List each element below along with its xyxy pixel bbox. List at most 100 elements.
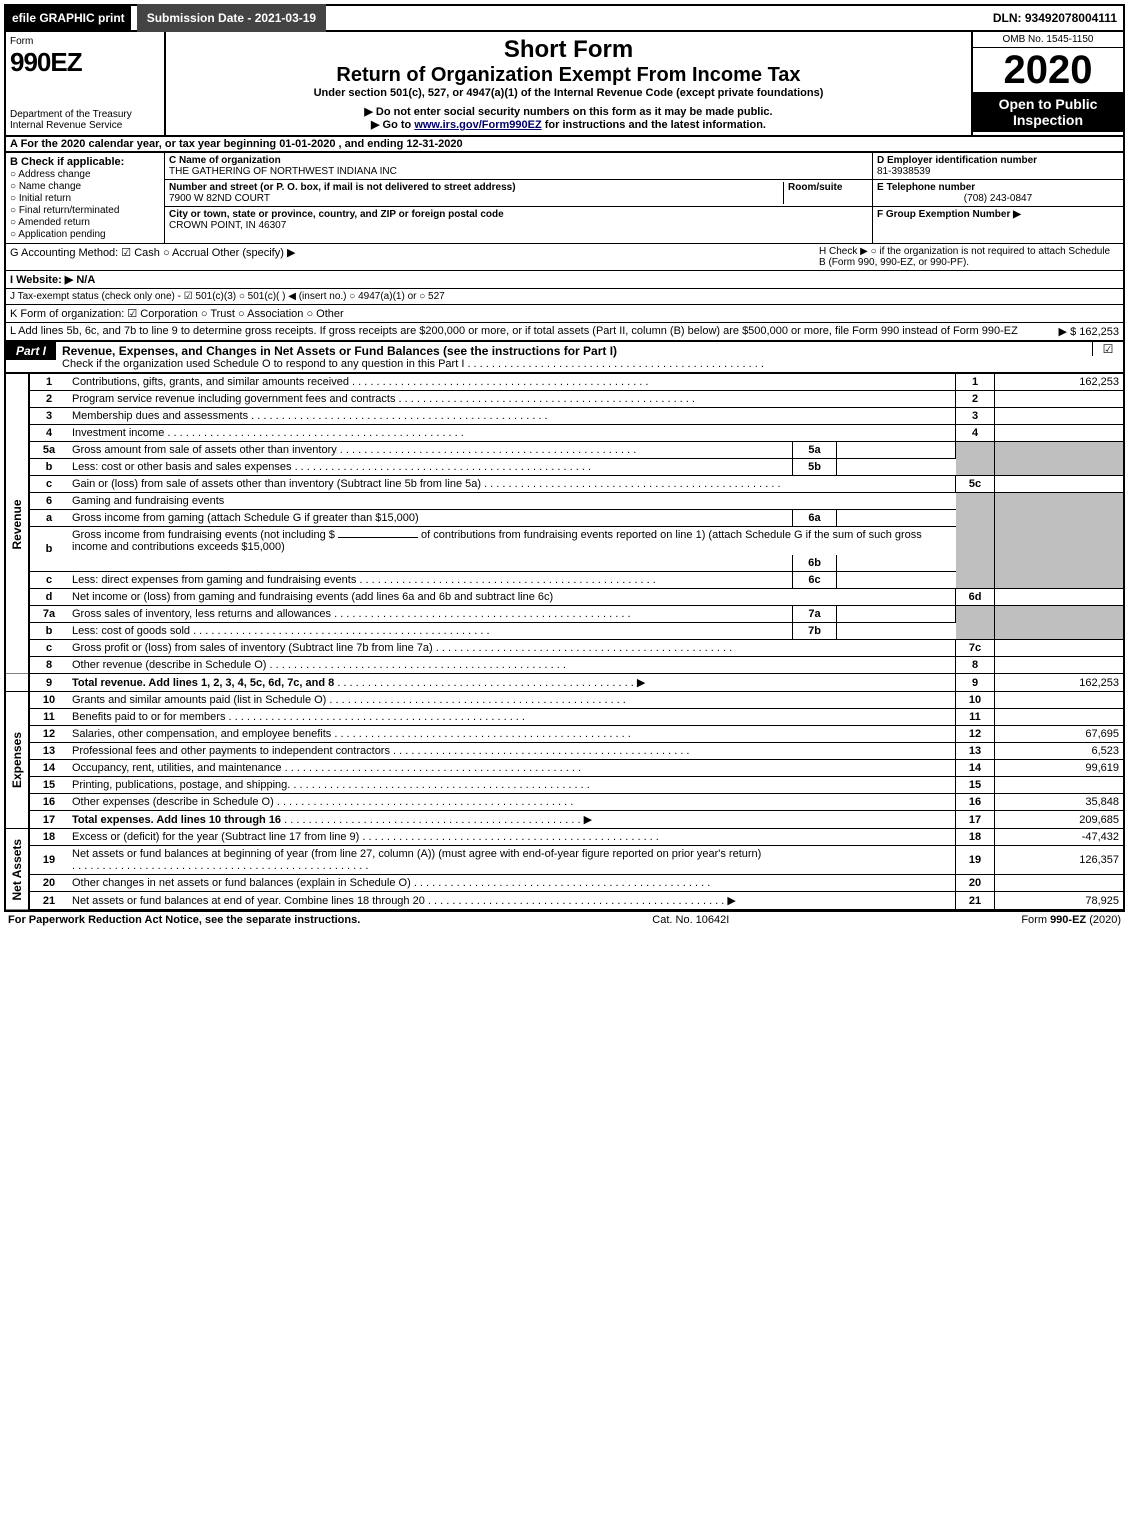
- top-bar: efile GRAPHIC print Submission Date - 20…: [4, 4, 1125, 32]
- line-inval: [837, 555, 956, 572]
- line-num: 11: [29, 709, 68, 726]
- i-website-value: I Website: ▶ N/A: [10, 274, 95, 286]
- dln-label: DLN: 93492078004111: [993, 11, 1123, 25]
- department-label: Department of the Treasury Internal Reve…: [10, 109, 160, 131]
- line-desc: Net assets or fund balances at end of ye…: [72, 895, 425, 907]
- line-val: [995, 589, 1125, 606]
- line-num: 2: [29, 391, 68, 408]
- line-rnum: 3: [956, 408, 995, 425]
- line-innum: 6a: [793, 510, 837, 527]
- street-label: Number and street (or P. O. box, if mail…: [169, 182, 783, 193]
- line-num: c: [29, 476, 68, 493]
- return-of-title: Return of Organization Exempt From Incom…: [174, 64, 963, 87]
- line-num: c: [29, 572, 68, 589]
- goto-post: for instructions and the latest informat…: [542, 119, 766, 131]
- line-num: a: [29, 510, 68, 527]
- line-desc-6b-1: Gross income from fundraising events (no…: [72, 529, 335, 541]
- line-shade: [995, 606, 1125, 640]
- check-final-return[interactable]: Final return/terminated: [10, 205, 160, 216]
- line-inval: [837, 459, 956, 476]
- line-val: [995, 425, 1125, 442]
- line-val: [995, 640, 1125, 657]
- line-num: 6: [29, 493, 68, 510]
- footer-right: Form 990-EZ (2020): [1021, 914, 1121, 926]
- street-value: 7900 W 82ND COURT: [169, 193, 783, 204]
- form-header: Form 990EZ Department of the Treasury In…: [4, 32, 1125, 137]
- part-1-checkbox[interactable]: ☑: [1092, 342, 1123, 356]
- line-rnum: 21: [956, 892, 995, 911]
- line-inval: [837, 623, 956, 640]
- form-header-left: Form 990EZ Department of the Treasury In…: [6, 32, 166, 135]
- line-rnum: 16: [956, 794, 995, 811]
- h-schedule-b: H Check ▶ ○ if the organization is not r…: [819, 246, 1119, 268]
- ein-value: 81-3938539: [877, 166, 1119, 177]
- section-spacer: [5, 674, 29, 692]
- short-form-title: Short Form: [174, 36, 963, 64]
- line-num: 12: [29, 726, 68, 743]
- line-num: b: [29, 527, 68, 572]
- line-val: [995, 692, 1125, 709]
- line-num: 9: [29, 674, 68, 692]
- check-name-change[interactable]: Name change: [10, 181, 160, 192]
- line-val: [995, 408, 1125, 425]
- line-rnum: 4: [956, 425, 995, 442]
- line-desc: Contributions, gifts, grants, and simila…: [72, 376, 648, 388]
- mid-rows: G Accounting Method: ☑ Cash ○ Accrual Ot…: [4, 244, 1125, 342]
- l-text: L Add lines 5b, 6c, and 7b to line 9 to …: [10, 325, 1059, 338]
- group-exemption-label: F Group Exemption Number ▶: [877, 209, 1119, 220]
- do-not-enter-text: ▶ Do not enter social security numbers o…: [174, 105, 963, 118]
- line-val: 35,848: [995, 794, 1125, 811]
- line-rnum: 10: [956, 692, 995, 709]
- row-l-gross-receipts: L Add lines 5b, 6c, and 7b to line 9 to …: [6, 323, 1123, 340]
- line-rnum: 18: [956, 829, 995, 846]
- line-shade: [995, 442, 1125, 476]
- line-num: 20: [29, 875, 68, 892]
- open-to-public: Open to Public Inspection: [973, 92, 1123, 132]
- check-amended-return[interactable]: Amended return: [10, 217, 160, 228]
- line-desc: Net assets or fund balances at beginning…: [72, 848, 761, 860]
- row-i-website: I Website: ▶ N/A: [6, 271, 1123, 289]
- part-1-sub: Check if the organization used Schedule …: [62, 358, 464, 370]
- part-1-title-block: Revenue, Expenses, and Changes in Net As…: [56, 342, 1092, 372]
- line-val: [995, 476, 1125, 493]
- line-shade: [995, 493, 1125, 589]
- line-rnum: 1: [956, 374, 995, 391]
- irs-link[interactable]: www.irs.gov/Form990EZ: [414, 119, 541, 131]
- col-c-org-info: C Name of organization THE GATHERING OF …: [165, 153, 872, 243]
- section-revenue: Revenue: [5, 374, 29, 674]
- line-desc: Net income or (loss) from gaming and fun…: [72, 591, 553, 603]
- line-val: 162,253: [995, 674, 1125, 692]
- part-1-title: Revenue, Expenses, and Changes in Net As…: [62, 344, 617, 358]
- line-rnum: 13: [956, 743, 995, 760]
- line-innum: 6c: [793, 572, 837, 589]
- org-name-value: THE GATHERING OF NORTHWEST INDIANA INC: [169, 166, 868, 177]
- line-shade: [956, 442, 995, 476]
- line-rnum: 5c: [956, 476, 995, 493]
- room-suite-label: Room/suite: [788, 182, 868, 193]
- line-rnum: 12: [956, 726, 995, 743]
- line-rnum: 8: [956, 657, 995, 674]
- check-initial-return[interactable]: Initial return: [10, 193, 160, 204]
- part-1-label: Part I: [6, 342, 56, 360]
- line-desc: Gross amount from sale of assets other t…: [72, 444, 636, 456]
- line-rnum: 2: [956, 391, 995, 408]
- line-val: [995, 875, 1125, 892]
- org-name-label: C Name of organization: [169, 155, 868, 166]
- line-desc: Other changes in net assets or fund bala…: [72, 877, 710, 889]
- efile-print-label[interactable]: efile GRAPHIC print: [6, 4, 131, 32]
- line-num: b: [29, 623, 68, 640]
- line-rnum: 17: [956, 811, 995, 829]
- line-val: 126,357: [995, 846, 1125, 875]
- line-desc: Grants and similar amounts paid (list in…: [72, 694, 626, 706]
- line-inval: [837, 572, 956, 589]
- line-val: 162,253: [995, 374, 1125, 391]
- line-desc: Professional fees and other payments to …: [72, 745, 690, 757]
- check-application-pending[interactable]: Application pending: [10, 229, 160, 240]
- line-rnum: 9: [956, 674, 995, 692]
- form-header-mid: Short Form Return of Organization Exempt…: [166, 32, 971, 135]
- part-1-header: Part I Revenue, Expenses, and Changes in…: [4, 342, 1125, 374]
- section-expenses: Expenses: [5, 692, 29, 829]
- check-address-change[interactable]: Address change: [10, 169, 160, 180]
- l-amount: ▶ $ 162,253: [1059, 325, 1119, 338]
- line-num: 3: [29, 408, 68, 425]
